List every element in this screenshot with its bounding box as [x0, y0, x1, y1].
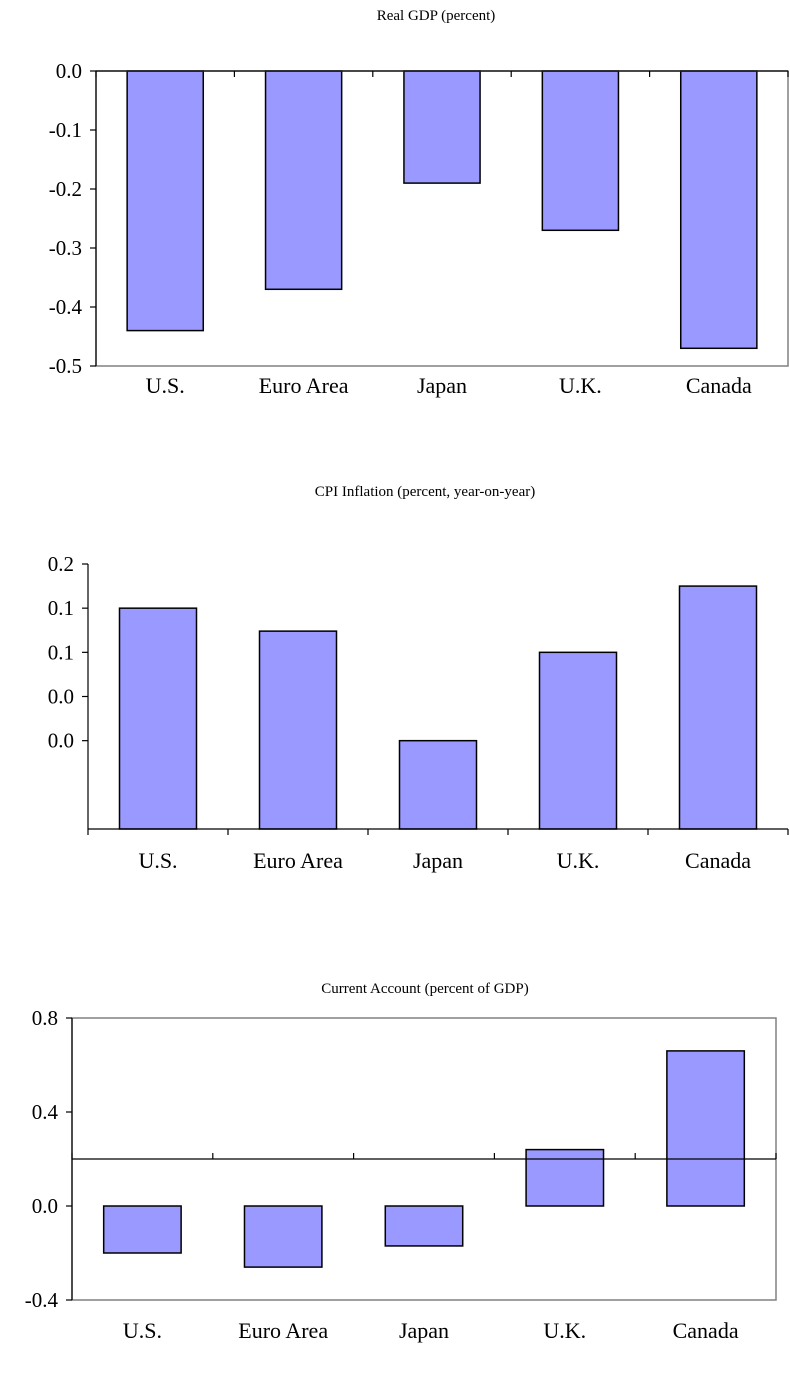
- x-tick-label: Canada: [686, 373, 752, 398]
- bar-u-s: [118, 607, 198, 830]
- x-tick-label: Japan: [417, 373, 467, 398]
- axes-group: [66, 1017, 777, 1301]
- bar-euro-area: [258, 630, 338, 830]
- x-tick-labels: U.S. Euro Area Japan U.K. Canada: [123, 1318, 739, 1343]
- y-tick-label: -0.4: [49, 295, 83, 319]
- y-tick-labels: 0.8 0.4 0.0 -0.4: [25, 1006, 59, 1312]
- y-tick-label: 0.0: [48, 729, 74, 753]
- y-tick-label: -0.2: [49, 177, 82, 201]
- y-tick-label: -0.1: [49, 118, 82, 142]
- x-tick-label: Euro Area: [253, 848, 343, 873]
- chart-title: Real GDP (percent): [377, 8, 496, 24]
- bar-canada: [666, 1050, 746, 1207]
- x-tick-label: Japan: [399, 1318, 449, 1343]
- chart-cpi-inflation: CPI Inflation (percent, year-on-year) 0.…: [48, 484, 789, 873]
- x-tick-label: Japan: [413, 848, 463, 873]
- y-tick-label: -0.4: [25, 1288, 59, 1312]
- x-tick-label: U.K.: [559, 373, 602, 398]
- y-tick-label: 0.2: [48, 552, 74, 576]
- bar-japan: [398, 739, 478, 830]
- x-tick-label: Euro Area: [259, 373, 349, 398]
- y-tick-labels: 0.2 0.1 0.1 0.0 0.0: [48, 552, 74, 753]
- bar-japan: [384, 1205, 464, 1247]
- bar-u-k: [541, 70, 620, 232]
- x-tick-labels: U.S. Euro Area Japan U.K. Canada: [138, 848, 751, 873]
- x-tick-label: U.K.: [557, 848, 600, 873]
- bar-u-s: [126, 70, 205, 332]
- chart-current-account: Current Account (percent of GDP) 0.80.40…: [25, 981, 777, 1343]
- x-tick-label: U.K.: [543, 1318, 586, 1343]
- bar-euro-area: [243, 1205, 323, 1268]
- y-tick-label: 0.8: [32, 1006, 58, 1030]
- chart-title: CPI Inflation (percent, year-on-year): [315, 484, 535, 500]
- bar-u-k: [525, 1148, 605, 1207]
- bar-euro-area: [264, 70, 343, 291]
- bars-group: [102, 1050, 746, 1268]
- y-tick-label: 0.4: [32, 1100, 59, 1124]
- y-tick-label: 0.0: [56, 59, 82, 83]
- axes-group: [90, 70, 789, 367]
- y-tick-label: 0.0: [32, 1194, 58, 1218]
- axes-group: [82, 563, 789, 835]
- x-tick-label: Euro Area: [238, 1318, 328, 1343]
- y-tick-labels: 0.0 -0.1 -0.2 -0.3 -0.4 -0.5: [49, 59, 83, 378]
- y-tick-label: 0.1: [48, 640, 74, 664]
- bar-canada: [679, 70, 758, 350]
- bar-japan: [403, 70, 481, 184]
- chart-title: Current Account (percent of GDP): [321, 981, 528, 997]
- bars-group: [126, 70, 758, 350]
- x-tick-label: Canada: [685, 848, 751, 873]
- bar-u-s: [102, 1205, 182, 1254]
- y-tick-label: 0.1: [48, 596, 74, 620]
- x-tick-label: U.S.: [138, 848, 177, 873]
- x-tick-label: U.S.: [146, 373, 185, 398]
- bars-group: [118, 585, 758, 830]
- y-tick-label: -0.3: [49, 236, 82, 260]
- bar-canada: [678, 585, 758, 830]
- y-tick-label: 0.0: [48, 685, 74, 709]
- chart-real-gdp: Real GDP (percent) 0.0 -0.1 -0.2 -0.3 -0.4 -0…: [49, 8, 789, 398]
- x-tick-label: U.S.: [123, 1318, 162, 1343]
- x-tick-label: Canada: [673, 1318, 739, 1343]
- bar-u-k: [538, 651, 618, 830]
- y-tick-label: -0.5: [49, 354, 82, 378]
- x-tick-labels: U.S. Euro Area Japan U.K. Canada: [146, 373, 752, 398]
